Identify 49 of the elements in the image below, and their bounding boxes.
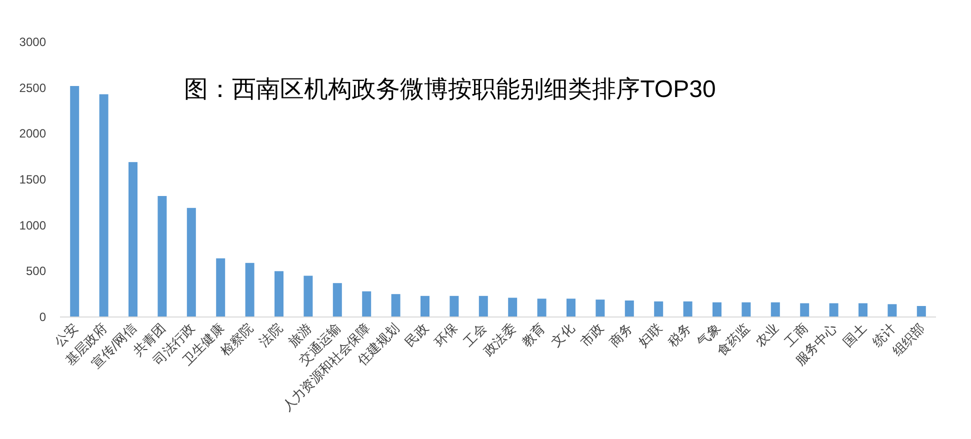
- bar: [450, 296, 459, 317]
- x-tick-label: 妇联: [636, 321, 666, 350]
- y-tick-label: 3000: [19, 35, 46, 49]
- x-tick-label: 环保: [432, 321, 462, 350]
- bar: [596, 300, 605, 317]
- bar: [362, 291, 372, 317]
- bar: [99, 94, 108, 317]
- bar: [70, 86, 80, 317]
- bar: [654, 301, 664, 317]
- bar: [858, 303, 868, 317]
- bar: [566, 298, 576, 317]
- bar: [128, 162, 138, 317]
- bar: [770, 302, 780, 317]
- bar: [683, 301, 692, 317]
- bar: [508, 298, 518, 317]
- bar: [186, 208, 196, 317]
- y-tick-label: 2500: [19, 80, 46, 95]
- bar: [800, 303, 810, 317]
- y-tick-label: 1500: [19, 172, 46, 186]
- bar: [216, 258, 226, 317]
- x-tick-label: 教育: [518, 320, 549, 350]
- x-tick-label: 国土: [840, 321, 870, 350]
- bar: [274, 271, 284, 317]
- x-tick-label: 民政: [402, 321, 432, 350]
- x-tick-label: 税务: [666, 321, 695, 350]
- x-tick-label: 市政: [578, 321, 608, 350]
- bar: [537, 298, 546, 317]
- bar: [712, 302, 722, 317]
- bar: [332, 283, 342, 317]
- bar: [916, 306, 926, 317]
- x-tick-label: 文化: [548, 321, 578, 350]
- bar: [158, 196, 167, 317]
- bar: [624, 300, 634, 317]
- bar: [391, 294, 400, 317]
- x-tick-label: 法院: [256, 321, 286, 350]
- bar: [304, 276, 313, 317]
- x-tick-label: 农业: [753, 321, 782, 350]
- bar: [742, 302, 751, 317]
- bar: [420, 296, 430, 317]
- y-tick-label: 1000: [19, 218, 46, 232]
- bar: [478, 296, 488, 317]
- y-tick-label: 500: [26, 264, 46, 278]
- y-tick-label: 2000: [19, 126, 46, 141]
- bar: [888, 304, 897, 317]
- text: 图：西南区机构政务微博按职能别细类排序TOP30: [184, 76, 716, 103]
- y-tick-label: 0: [39, 310, 46, 324]
- bar: [829, 303, 838, 317]
- bar: [245, 262, 254, 317]
- x-tick-label: 商务: [607, 321, 636, 350]
